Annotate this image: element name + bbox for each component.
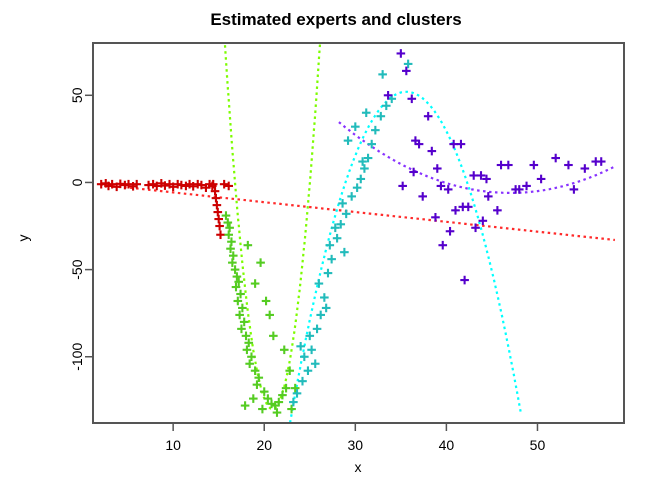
x-axis-ticks: 10 20 30 40 50 (165, 423, 545, 453)
curve-cluster-4-purple (338, 121, 616, 194)
curve-cluster-1-red (100, 183, 616, 242)
y-tick-label: 0 (69, 178, 85, 186)
y-axis-label: y (15, 235, 31, 242)
points-cluster-2-green (221, 211, 300, 417)
y-tick-label: 50 (69, 87, 85, 103)
points-cluster-1-red (96, 179, 234, 240)
y-tick-label: -50 (69, 259, 85, 279)
curve-cluster-3-cyan (289, 90, 523, 422)
points-cluster-3-cyan (289, 59, 413, 407)
x-tick-label: 10 (165, 437, 181, 453)
chart-title: Estimated experts and clusters (210, 10, 462, 29)
curve-cluster-2-green (223, 44, 322, 411)
x-tick-label: 20 (256, 437, 272, 453)
data-series-group (96, 44, 616, 422)
x-tick-label: 40 (439, 437, 455, 453)
x-tick-label: 30 (348, 437, 364, 453)
x-tick-label: 50 (530, 437, 546, 453)
x-axis-label: x (355, 459, 362, 475)
points-cluster-4-purple (383, 49, 606, 285)
plot-frame (92, 42, 625, 424)
y-axis-ticks: 50 0 -50 -100 (69, 87, 93, 371)
y-tick-label: -100 (69, 343, 85, 371)
